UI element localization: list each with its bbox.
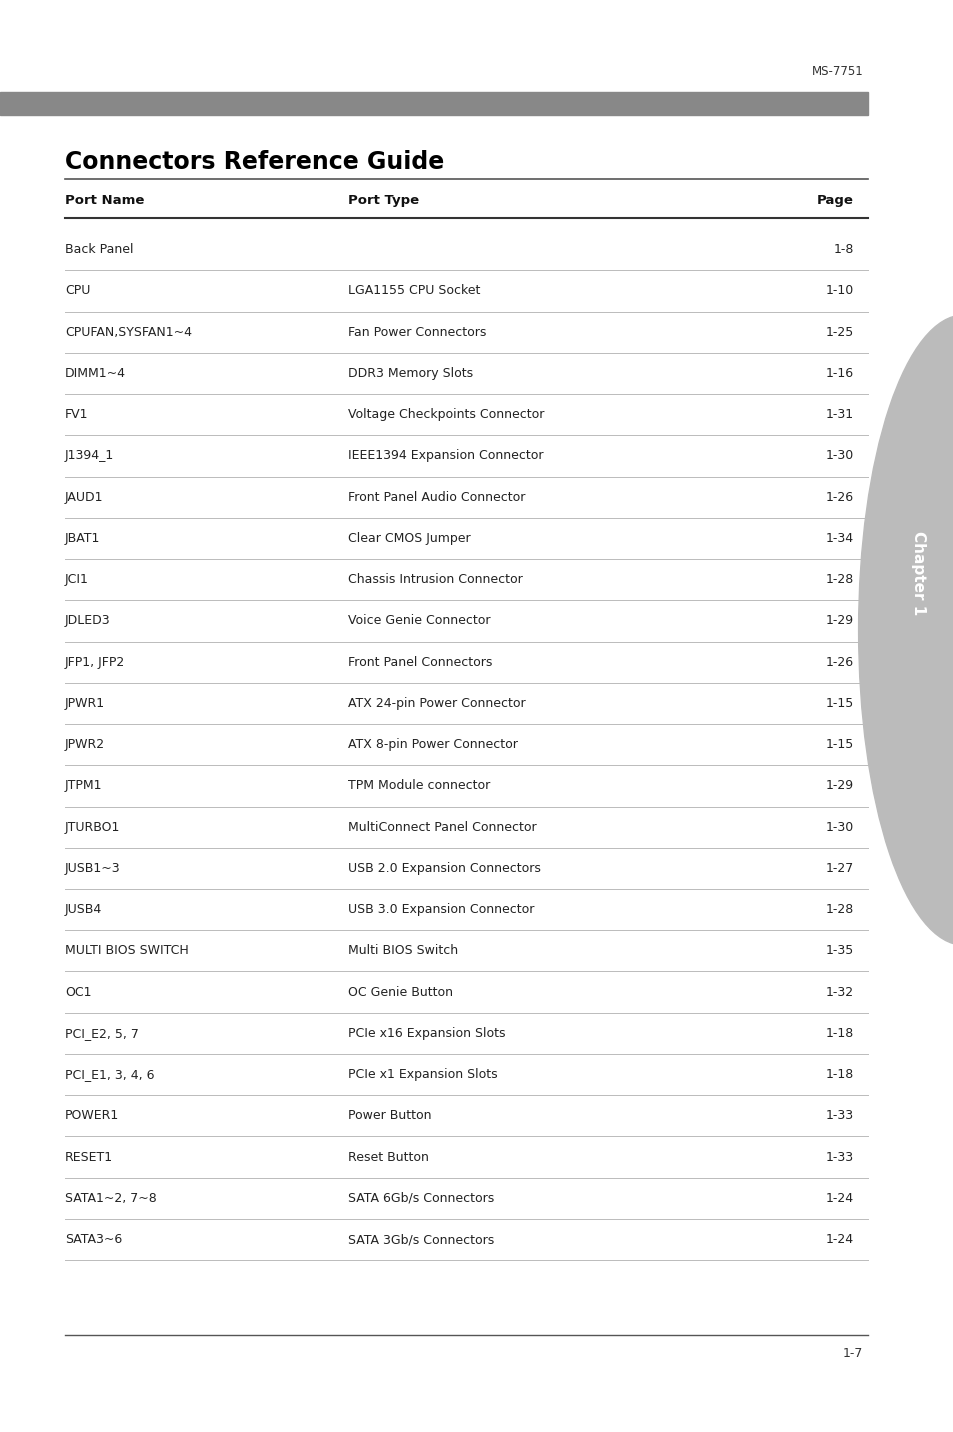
Text: 1-15: 1-15 — [824, 737, 853, 752]
Text: ATX 8-pin Power Connector: ATX 8-pin Power Connector — [348, 737, 517, 752]
Text: 1-32: 1-32 — [825, 985, 853, 998]
Text: Page: Page — [816, 193, 853, 208]
Text: JAUD1: JAUD1 — [65, 491, 103, 504]
Text: USB 3.0 Expansion Connector: USB 3.0 Expansion Connector — [348, 904, 534, 916]
Text: MS-7751: MS-7751 — [811, 64, 862, 79]
Text: 1-7: 1-7 — [842, 1346, 862, 1360]
Text: IEEE1394 Expansion Connector: IEEE1394 Expansion Connector — [348, 450, 543, 463]
Text: 1-29: 1-29 — [825, 614, 853, 627]
Text: JUSB1~3: JUSB1~3 — [65, 862, 120, 875]
Text: POWER1: POWER1 — [65, 1110, 119, 1123]
Text: JDLED3: JDLED3 — [65, 614, 111, 627]
Text: CPU: CPU — [65, 285, 91, 298]
Text: PCIe x1 Expansion Slots: PCIe x1 Expansion Slots — [348, 1068, 497, 1081]
Text: JPWR1: JPWR1 — [65, 697, 105, 710]
Text: 1-16: 1-16 — [825, 367, 853, 379]
Text: 1-18: 1-18 — [824, 1027, 853, 1040]
Text: Back Panel: Back Panel — [65, 243, 133, 256]
Text: LGA1155 CPU Socket: LGA1155 CPU Socket — [348, 285, 480, 298]
Text: Port Type: Port Type — [348, 193, 419, 208]
Text: Fan Power Connectors: Fan Power Connectors — [348, 325, 486, 339]
Text: SATA3~6: SATA3~6 — [65, 1233, 122, 1246]
Text: 1-8: 1-8 — [833, 243, 853, 256]
Text: Multi BIOS Switch: Multi BIOS Switch — [348, 944, 457, 958]
Text: PCI_E1, 3, 4, 6: PCI_E1, 3, 4, 6 — [65, 1068, 154, 1081]
Text: PCIe x16 Expansion Slots: PCIe x16 Expansion Slots — [348, 1027, 505, 1040]
Text: Power Button: Power Button — [348, 1110, 432, 1123]
Text: JTURBO1: JTURBO1 — [65, 821, 120, 833]
Text: OC1: OC1 — [65, 985, 91, 998]
Text: 1-24: 1-24 — [825, 1191, 853, 1204]
Text: Clear CMOS Jumper: Clear CMOS Jumper — [348, 531, 471, 546]
Text: Reset Button: Reset Button — [348, 1150, 429, 1164]
Text: Voice Genie Connector: Voice Genie Connector — [348, 614, 490, 627]
Text: FV1: FV1 — [65, 408, 89, 421]
Text: JTPM1: JTPM1 — [65, 779, 102, 792]
Text: 1-28: 1-28 — [824, 904, 853, 916]
Text: 1-30: 1-30 — [824, 821, 853, 833]
Text: USB 2.0 Expansion Connectors: USB 2.0 Expansion Connectors — [348, 862, 540, 875]
Text: Chassis Intrusion Connector: Chassis Intrusion Connector — [348, 573, 522, 586]
Text: 1-33: 1-33 — [825, 1150, 853, 1164]
Text: 1-35: 1-35 — [824, 944, 853, 958]
Text: Port Name: Port Name — [65, 193, 144, 208]
Text: 1-31: 1-31 — [825, 408, 853, 421]
Text: 1-10: 1-10 — [824, 285, 853, 298]
Text: Voltage Checkpoints Connector: Voltage Checkpoints Connector — [348, 408, 544, 421]
Text: PCI_E2, 5, 7: PCI_E2, 5, 7 — [65, 1027, 138, 1040]
Text: 1-27: 1-27 — [824, 862, 853, 875]
Text: 1-33: 1-33 — [825, 1110, 853, 1123]
Text: JCI1: JCI1 — [65, 573, 89, 586]
Text: 1-29: 1-29 — [825, 779, 853, 792]
Text: 1-30: 1-30 — [824, 450, 853, 463]
Text: 1-24: 1-24 — [825, 1233, 853, 1246]
Text: Connectors Reference Guide: Connectors Reference Guide — [65, 150, 444, 173]
Text: Chapter 1: Chapter 1 — [910, 531, 925, 614]
Text: 1-15: 1-15 — [824, 697, 853, 710]
Text: MultiConnect Panel Connector: MultiConnect Panel Connector — [348, 821, 537, 833]
Text: OC Genie Button: OC Genie Button — [348, 985, 453, 998]
Text: MULTI BIOS SWITCH: MULTI BIOS SWITCH — [65, 944, 189, 958]
Text: ATX 24-pin Power Connector: ATX 24-pin Power Connector — [348, 697, 525, 710]
Text: TPM Module connector: TPM Module connector — [348, 779, 490, 792]
Text: 1-28: 1-28 — [824, 573, 853, 586]
Text: 1-18: 1-18 — [824, 1068, 853, 1081]
Text: SATA1~2, 7~8: SATA1~2, 7~8 — [65, 1191, 156, 1204]
Text: J1394_1: J1394_1 — [65, 450, 114, 463]
Text: RESET1: RESET1 — [65, 1150, 112, 1164]
Text: SATA 6Gb/s Connectors: SATA 6Gb/s Connectors — [348, 1191, 494, 1204]
Text: 1-34: 1-34 — [825, 531, 853, 546]
Text: CPUFAN,SYSFAN1~4: CPUFAN,SYSFAN1~4 — [65, 325, 192, 339]
Text: JFP1, JFP2: JFP1, JFP2 — [65, 656, 125, 669]
Text: Front Panel Connectors: Front Panel Connectors — [348, 656, 492, 669]
Text: JBAT1: JBAT1 — [65, 531, 100, 546]
Text: 1-26: 1-26 — [825, 656, 853, 669]
Text: JUSB4: JUSB4 — [65, 904, 102, 916]
Text: 1-26: 1-26 — [825, 491, 853, 504]
Text: DDR3 Memory Slots: DDR3 Memory Slots — [348, 367, 473, 379]
Text: JPWR2: JPWR2 — [65, 737, 105, 752]
Text: Front Panel Audio Connector: Front Panel Audio Connector — [348, 491, 525, 504]
Text: DIMM1~4: DIMM1~4 — [65, 367, 126, 379]
Text: 1-25: 1-25 — [824, 325, 853, 339]
Text: SATA 3Gb/s Connectors: SATA 3Gb/s Connectors — [348, 1233, 494, 1246]
